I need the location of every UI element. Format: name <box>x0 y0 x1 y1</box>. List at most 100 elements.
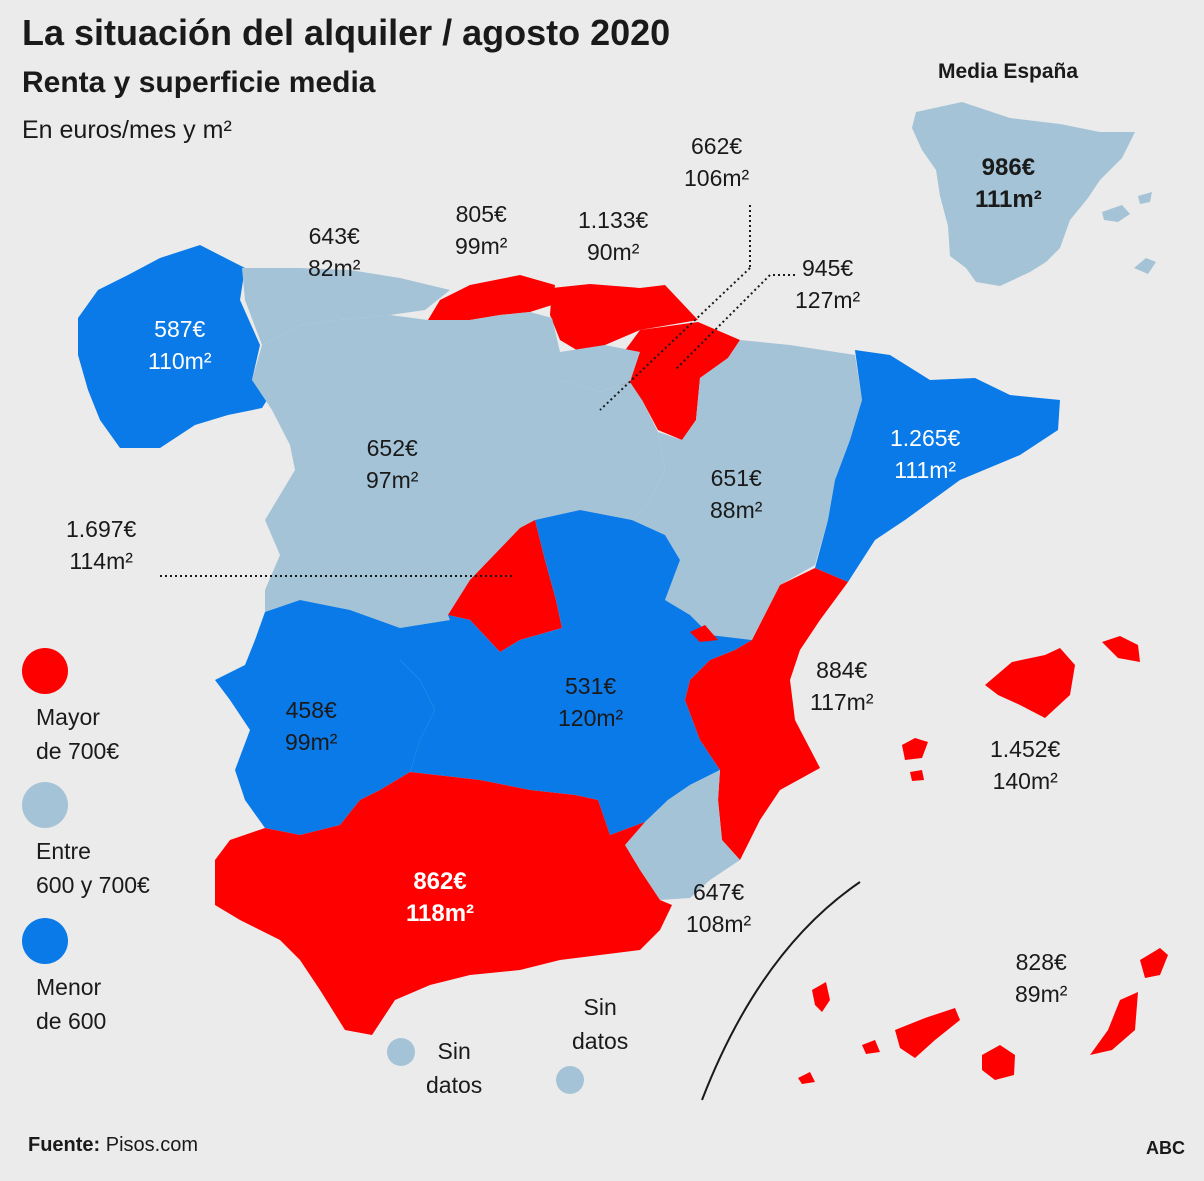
navarra-rent: 945€ <box>802 255 854 281</box>
region-cataluna <box>815 350 1060 582</box>
brand-logo: ABC <box>1146 1138 1185 1158</box>
label-cantabria: 805€ 99m² <box>455 198 507 262</box>
region-cantabria <box>428 275 555 325</box>
region-madrid <box>448 520 562 652</box>
navarra-area: 127m² <box>795 287 861 313</box>
label-murcia: 647€ 108m² <box>686 876 751 940</box>
region-baleares-menorca <box>1102 636 1140 662</box>
region-canarias-gran-canaria <box>982 1045 1015 1080</box>
inset-canarias <box>1134 258 1156 274</box>
cataluna-rent: 1.265€ <box>890 425 961 451</box>
galicia-area: 110m² <box>148 348 212 374</box>
comunidad-valenciana-area: 117m² <box>810 689 874 715</box>
region-canarias-hierro <box>798 1072 815 1084</box>
castilla-y-leon-rent: 652€ <box>366 435 418 461</box>
legend-entre: Entre 600 y 700€ <box>36 834 150 902</box>
label-comunidad-valenciana: 884€ 117m² <box>810 654 874 718</box>
region-aragon <box>632 340 862 640</box>
aragon-area: 88m² <box>710 497 763 523</box>
castilla-y-leon-area: 97m² <box>366 467 419 493</box>
region-asturias <box>242 268 450 345</box>
galicia-rent: 587€ <box>154 316 206 342</box>
media-espana-label: 986€ 111m² <box>975 152 1042 216</box>
sin-datos-dot-ceuta <box>387 1038 415 1066</box>
region-canarias-lanzarote <box>1140 948 1168 978</box>
castilla-la-mancha-rent: 531€ <box>565 673 617 699</box>
legend-dot-menor <box>22 918 68 964</box>
label-extremadura: 458€ 99m² <box>285 694 337 758</box>
sin-datos-ceuta: Sin datos <box>426 1034 482 1102</box>
canarias-divider-line <box>701 881 861 1101</box>
extremadura-rent: 458€ <box>285 697 337 723</box>
sin-datos-dot-melilla <box>556 1066 584 1094</box>
andalucia-rent: 862€ <box>413 868 467 895</box>
inset-baleares-1 <box>1102 205 1130 222</box>
region-la-rioja <box>560 345 640 392</box>
media-espana-area: 111m² <box>975 186 1042 213</box>
page-subtitle: Renta y superficie media <box>22 66 376 99</box>
sin-datos-ceuta-line1: Sin <box>437 1038 471 1064</box>
media-espana-title: Media España <box>938 60 1079 83</box>
sin-datos-melilla-line2: datos <box>572 1028 629 1054</box>
aragon-rent: 651€ <box>710 465 762 491</box>
baleares-rent: 1.452€ <box>990 736 1061 762</box>
legend-menor: Menor de 600 <box>36 970 106 1038</box>
units-label: En euros/mes y m² <box>22 116 232 144</box>
region-canarias-fuerteventura <box>1090 992 1138 1055</box>
label-pais-vasco: 1.133€ 90m² <box>578 204 648 268</box>
legend-dot-entre <box>22 782 68 828</box>
label-la-rioja: 662€ 106m² <box>684 130 749 194</box>
region-baleares-ibiza <box>902 738 928 760</box>
la-rioja-rent: 662€ <box>691 133 743 159</box>
label-castilla-la-mancha: 531€ 120m² <box>558 670 623 734</box>
cataluna-area: 111m² <box>894 457 957 483</box>
asturias-rent: 643€ <box>308 223 360 249</box>
sin-datos-melilla: Sin datos <box>572 990 628 1058</box>
cantabria-area: 99m² <box>455 233 508 259</box>
legend-mayor: Mayor de 700€ <box>36 700 119 768</box>
legend-entre-line2: 600 y 700€ <box>36 872 150 898</box>
sin-datos-melilla-line1: Sin <box>583 994 617 1020</box>
region-canarias-tenerife <box>895 1008 960 1058</box>
cantabria-rent: 805€ <box>455 201 507 227</box>
sin-datos-ceuta-line2: datos <box>426 1072 483 1098</box>
region-canarias-la-palma <box>812 982 830 1012</box>
label-baleares: 1.452€ 140m² <box>990 733 1060 797</box>
madrid-area: 114m² <box>69 548 133 574</box>
region-valencia-rincon <box>690 625 718 642</box>
label-castilla-y-leon: 652€ 97m² <box>366 432 418 496</box>
label-andalucia: 862€ 118m² <box>406 866 474 930</box>
label-galicia: 587€ 110m² <box>148 313 212 377</box>
canarias-rent: 828€ <box>1015 949 1067 975</box>
legend-mayor-line1: Mayor <box>36 704 100 730</box>
region-extremadura <box>215 600 435 835</box>
region-navarra <box>618 322 740 440</box>
murcia-area: 108m² <box>686 911 752 937</box>
label-canarias: 828€ 89m² <box>1015 946 1067 1010</box>
legend-entre-line1: Entre <box>36 838 91 864</box>
leader-line-navarra-2 <box>674 274 771 371</box>
media-espana-rent: 986€ <box>981 154 1036 181</box>
legend-mayor-line2: de 700€ <box>36 738 120 764</box>
region-baleares-formentera <box>910 770 924 781</box>
inset-baleares-2 <box>1138 192 1152 204</box>
castilla-la-mancha-area: 120m² <box>558 705 624 731</box>
label-asturias: 643€ 82m² <box>308 220 360 284</box>
region-baleares-mallorca <box>985 648 1075 718</box>
region-murcia <box>625 770 740 900</box>
extremadura-area: 99m² <box>285 729 338 755</box>
label-cataluna: 1.265€ 111m² <box>890 422 960 486</box>
label-madrid: 1.697€ 114m² <box>66 513 136 577</box>
region-galicia <box>78 245 272 448</box>
source-credit: Fuente: Pisos.com <box>28 1134 198 1157</box>
region-comunidad-valenciana <box>685 568 848 860</box>
region-canarias-gomera <box>862 1040 880 1054</box>
page-title: La situación del alquiler / agosto 2020 <box>22 12 671 53</box>
asturias-area: 82m² <box>308 255 361 281</box>
madrid-rent: 1.697€ <box>66 516 137 542</box>
source-value: Pisos.com <box>100 1134 199 1156</box>
label-aragon: 651€ 88m² <box>710 462 762 526</box>
legend-dot-mayor <box>22 648 68 694</box>
